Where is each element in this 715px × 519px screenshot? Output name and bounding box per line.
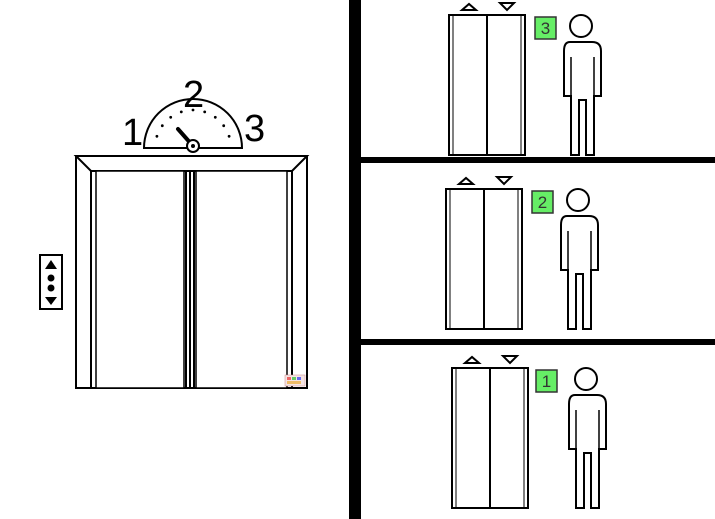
person-icon — [563, 14, 602, 156]
dial-face — [142, 98, 244, 149]
dial-tick-dot — [222, 124, 226, 128]
corner-mark — [284, 374, 306, 387]
triangle-up-icon[interactable] — [45, 260, 57, 269]
floor-panel-2: 2 — [445, 176, 599, 330]
person-icon — [568, 367, 607, 509]
triangle-down-icon — [494, 176, 514, 186]
dial-tick-dot — [155, 134, 159, 138]
triangle-up-icon — [456, 176, 476, 185]
dial-tick-dot — [160, 124, 164, 128]
floor-dial: 1 2 3 — [122, 74, 265, 154]
person-icon — [560, 188, 599, 330]
floor-panel-1: 1 — [451, 355, 607, 509]
triangle-down-icon[interactable] — [45, 297, 57, 305]
dial-tick-dot — [227, 134, 231, 138]
dial-label-1: 1 — [122, 112, 143, 154]
dial-label-2: 2 — [183, 74, 204, 116]
dial-label-3: 3 — [244, 108, 265, 150]
call-button-panel[interactable] — [39, 254, 63, 310]
vertical-divider — [349, 0, 361, 519]
horizontal-divider-2 — [361, 339, 715, 345]
floor-panel-3: 3 — [448, 1, 602, 156]
main-elevator: 1 2 3 — [39, 74, 310, 389]
floor-indicator-label: 3 — [541, 19, 550, 38]
floor-indicator-label: 1 — [542, 372, 551, 391]
triangle-down-icon — [500, 355, 520, 365]
floor-indicator — [531, 190, 554, 214]
horizontal-divider-1 — [361, 157, 715, 163]
triangle-up-icon — [462, 355, 482, 364]
floor-indicator — [534, 16, 557, 40]
dial-tick-dot — [169, 115, 173, 119]
panel-dot-icon — [47, 284, 55, 292]
triangle-up-icon — [459, 2, 479, 11]
dial-pivot-center — [191, 144, 195, 148]
triangle-down-icon — [497, 1, 517, 12]
floor-indicator — [535, 369, 558, 393]
elevator-doors — [95, 170, 288, 389]
dial-ticks — [155, 108, 231, 138]
dial-tick-dot — [191, 108, 195, 112]
dial-tick-dot — [179, 110, 183, 114]
floor-indicator-label: 2 — [538, 193, 547, 212]
dial-tick-dot — [203, 110, 207, 114]
panel-dot-icon — [47, 274, 55, 282]
dial-tick-dot — [213, 115, 217, 119]
